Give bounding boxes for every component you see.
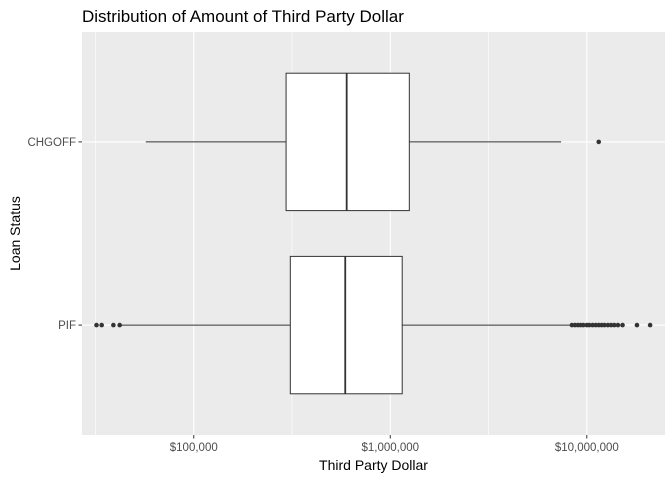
outlier-point bbox=[620, 322, 625, 328]
outlier-point bbox=[581, 322, 586, 328]
y-tick-label: PIF bbox=[58, 320, 76, 332]
outlier-point bbox=[94, 322, 99, 328]
outlier-point bbox=[634, 322, 640, 328]
outlier-point bbox=[615, 322, 621, 328]
axes: $100,000 $1,000,000 $10,000,000 PIF CHGOFF bbox=[27, 137, 618, 454]
x-tick-label: $10,000,000 bbox=[555, 442, 619, 454]
x-tick-label: $100,000 bbox=[170, 442, 218, 454]
outlier-point bbox=[596, 139, 602, 145]
y-tick-label: CHGOFF bbox=[27, 137, 76, 149]
boxplot-pif bbox=[94, 255, 653, 395]
outlier-point bbox=[647, 322, 653, 328]
outlier-point bbox=[611, 322, 617, 328]
y-axis-title: Loan Status bbox=[7, 196, 23, 271]
outlier-point bbox=[605, 322, 611, 328]
box-iqr bbox=[289, 255, 403, 395]
outlier-point bbox=[602, 322, 607, 328]
x-tick-label: $1,000,000 bbox=[361, 442, 419, 454]
outlier-point bbox=[99, 322, 104, 328]
outlier-point bbox=[117, 322, 123, 328]
box-iqr bbox=[285, 72, 410, 212]
boxplots bbox=[94, 72, 653, 395]
x-axis-title: Third Party Dollar bbox=[319, 457, 428, 473]
outlier-point bbox=[608, 322, 614, 328]
outlier-point bbox=[587, 322, 592, 328]
boxplot-chgoff bbox=[145, 72, 602, 212]
outlier-point bbox=[111, 322, 116, 328]
chart-title: Distribution of Amount of Third Party Do… bbox=[82, 7, 404, 26]
